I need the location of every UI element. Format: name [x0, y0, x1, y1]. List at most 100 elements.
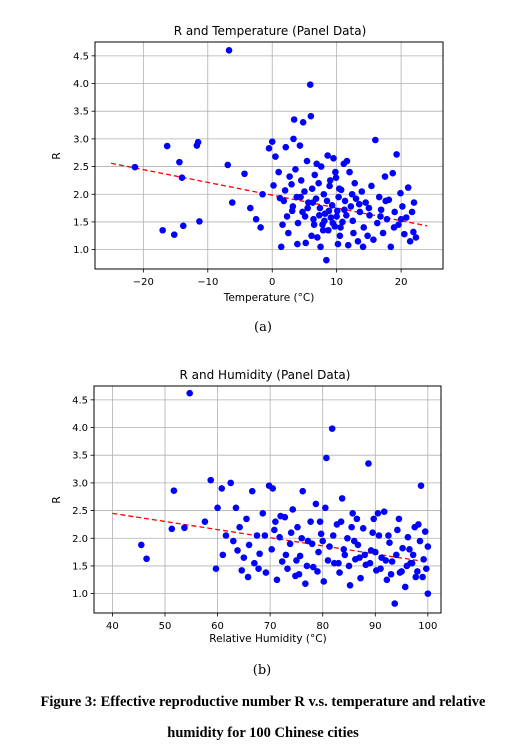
data-point-humidity: [308, 540, 316, 548]
data-point-temperature: [362, 199, 369, 206]
data-point-humidity: [361, 551, 369, 559]
data-point-temperature: [349, 217, 357, 225]
data-point-temperature: [334, 240, 342, 248]
data-point-humidity: [329, 532, 337, 539]
data-point-temperature: [317, 243, 324, 251]
y-axis-label-humidity: R: [51, 496, 63, 503]
data-point-humidity: [230, 537, 237, 545]
data-point-humidity: [324, 557, 332, 564]
data-point-humidity: [314, 568, 321, 575]
data-point-humidity: [380, 508, 388, 515]
data-point-humidity: [277, 512, 284, 520]
data-point-humidity: [212, 565, 220, 573]
data-point-humidity: [269, 485, 277, 492]
data-point-humidity: [322, 504, 329, 512]
data-point-humidity: [201, 518, 209, 525]
data-point-humidity: [326, 543, 333, 550]
data-point-temperature: [346, 168, 353, 176]
data-point-temperature: [408, 208, 416, 216]
data-point-humidity: [391, 600, 399, 607]
y-tick-label-humidity: 1.5: [72, 561, 88, 572]
data-point-humidity: [218, 485, 226, 492]
data-point-humidity: [312, 500, 320, 508]
data-point-humidity: [394, 526, 401, 534]
y-tick-label-temperature: 2.5: [73, 162, 89, 173]
data-point-temperature: [377, 206, 385, 214]
data-point-humidity: [244, 573, 252, 581]
data-point-humidity: [181, 524, 188, 532]
y-tick-label-humidity: 4.5: [72, 395, 88, 406]
data-point-humidity: [340, 546, 348, 553]
data-point-temperature: [308, 232, 315, 240]
data-point-humidity: [253, 532, 261, 539]
data-point-humidity: [286, 540, 294, 548]
data-point-temperature: [304, 204, 311, 212]
data-point-temperature: [329, 219, 337, 227]
data-point-humidity: [268, 546, 276, 553]
data-point-humidity: [323, 454, 330, 462]
plot-frame-humidity: [93, 385, 442, 614]
data-point-temperature: [252, 215, 260, 223]
data-point-humidity: [186, 389, 193, 397]
data-point-temperature: [375, 193, 383, 201]
data-point-temperature: [352, 195, 360, 202]
data-point-temperature: [343, 157, 351, 165]
ticks-temperature: −20 −10 0 10 20 1.0 1.5 2.0 2.5 3.0 3.5 4.0 4.5: [73, 51, 407, 288]
data-point-humidity: [369, 529, 376, 537]
x-tick-label-humidity: 60: [211, 621, 224, 632]
data-point-temperature: [330, 154, 337, 162]
data-point-humidity: [374, 510, 382, 517]
data-point-temperature: [306, 81, 314, 88]
data-point-temperature: [290, 135, 297, 143]
data-point-temperature: [335, 193, 342, 201]
data-point-humidity: [385, 532, 392, 539]
subfigure-label-a: (a): [254, 320, 272, 335]
data-point-temperature: [281, 187, 289, 194]
data-point-humidity: [303, 562, 311, 570]
grid-temperature: [95, 42, 443, 269]
data-point-humidity: [387, 570, 395, 578]
data-point-humidity: [255, 565, 262, 573]
data-point-humidity: [359, 524, 367, 532]
data-point-humidity: [419, 573, 426, 581]
data-point-humidity: [357, 574, 364, 582]
data-point-temperature: [310, 215, 317, 223]
data-point-temperature: [402, 214, 410, 221]
chart-title-humidity: R and Humidity (Panel Data): [180, 368, 351, 382]
data-point-humidity: [350, 537, 358, 545]
x-tick-label-humidity: 90: [369, 621, 382, 632]
subfigure-label-b: (b): [253, 663, 271, 678]
data-point-temperature: [355, 200, 363, 208]
data-point-temperature: [348, 190, 356, 198]
data-point-humidity: [243, 515, 250, 523]
chart-humidity: R and Humidity (Panel Data) 40 50 60 70 80 90…: [51, 368, 442, 645]
data-point-humidity: [236, 523, 243, 531]
data-point-humidity: [395, 515, 403, 523]
trend-line-temperature: [110, 162, 428, 227]
data-point-temperature: [288, 207, 296, 215]
data-point-temperature: [334, 207, 341, 215]
data-point-humidity: [143, 555, 150, 563]
data-point-temperature: [301, 213, 309, 220]
data-point-humidity: [345, 562, 353, 570]
data-point-humidity: [298, 534, 305, 542]
data-point-temperature: [379, 229, 387, 237]
data-point-humidity: [287, 529, 295, 537]
data-point-temperature: [282, 143, 290, 151]
data-point-humidity: [383, 576, 391, 584]
data-point-temperature: [354, 238, 362, 245]
data-point-temperature: [268, 138, 276, 145]
data-point-temperature: [350, 229, 357, 237]
data-point-humidity: [296, 552, 304, 560]
data-point-temperature: [341, 206, 348, 214]
data-point-temperature: [302, 239, 310, 247]
data-point-temperature: [179, 222, 187, 230]
data-point-humidity: [259, 510, 267, 517]
data-point-temperature: [401, 230, 408, 238]
data-point-humidity: [256, 550, 263, 558]
data-point-temperature: [321, 217, 328, 225]
y-tick-label-humidity: 4.0: [72, 423, 88, 434]
data-point-humidity: [337, 518, 345, 525]
data-point-humidity: [424, 590, 432, 597]
data-point-temperature: [397, 189, 404, 197]
